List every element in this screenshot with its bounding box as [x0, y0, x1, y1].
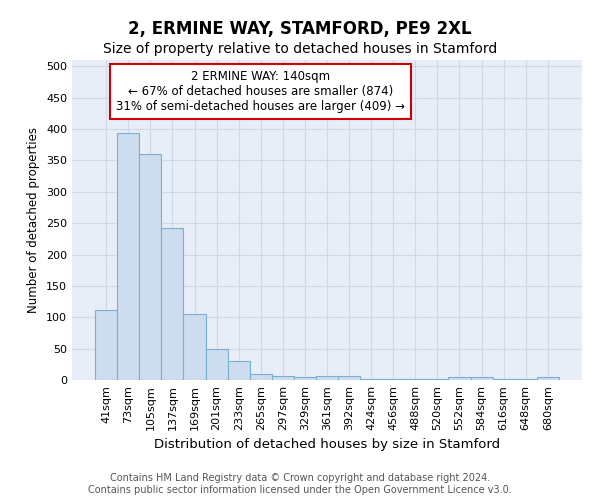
- Bar: [95, 310, 117, 380]
- Bar: [427, 378, 448, 380]
- Bar: [493, 378, 515, 380]
- Bar: [470, 378, 493, 380]
- Bar: [117, 134, 139, 380]
- Bar: [206, 348, 227, 380]
- Text: 2 ERMINE WAY: 140sqm
← 67% of detached houses are smaller (874)
31% of semi-deta: 2 ERMINE WAY: 140sqm ← 67% of detached h…: [116, 70, 405, 112]
- Bar: [515, 378, 537, 380]
- Text: Contains HM Land Registry data © Crown copyright and database right 2024.
Contai: Contains HM Land Registry data © Crown c…: [88, 474, 512, 495]
- X-axis label: Distribution of detached houses by size in Stamford: Distribution of detached houses by size …: [154, 438, 500, 452]
- Bar: [184, 314, 206, 380]
- Text: Size of property relative to detached houses in Stamford: Size of property relative to detached ho…: [103, 42, 497, 56]
- Bar: [294, 378, 316, 380]
- Bar: [404, 378, 427, 380]
- Bar: [250, 374, 272, 380]
- Bar: [139, 154, 161, 380]
- Y-axis label: Number of detached properties: Number of detached properties: [28, 127, 40, 313]
- Bar: [161, 228, 184, 380]
- Bar: [316, 376, 338, 380]
- Bar: [448, 377, 470, 380]
- Bar: [360, 378, 382, 380]
- Bar: [227, 361, 250, 380]
- Bar: [537, 378, 559, 380]
- Bar: [338, 376, 360, 380]
- Bar: [272, 376, 294, 380]
- Text: 2, ERMINE WAY, STAMFORD, PE9 2XL: 2, ERMINE WAY, STAMFORD, PE9 2XL: [128, 20, 472, 38]
- Bar: [382, 378, 404, 380]
